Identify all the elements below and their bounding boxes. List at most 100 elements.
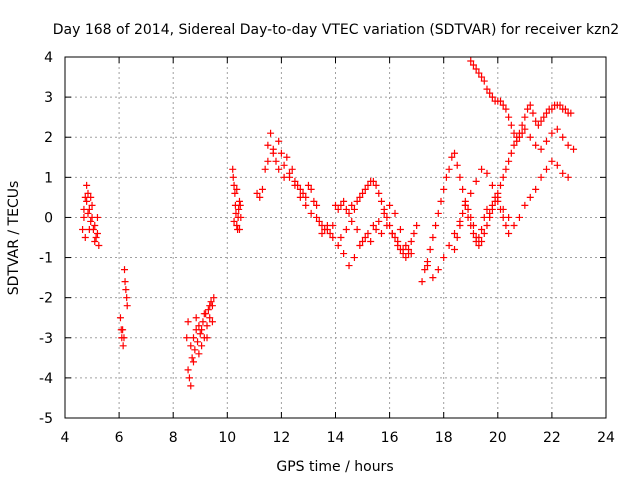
data-point (123, 302, 131, 310)
y-tick-label: 1 (44, 170, 53, 186)
data-point (80, 213, 88, 221)
data-point (521, 201, 529, 209)
data-point (258, 185, 266, 193)
data-point (356, 193, 364, 201)
data-point (121, 266, 129, 274)
data-point (275, 137, 283, 145)
data-point (510, 141, 518, 149)
data-point (359, 238, 367, 246)
data-point (93, 229, 101, 237)
data-point (334, 205, 342, 213)
data-point (235, 197, 243, 205)
data-point (189, 358, 197, 366)
data-point (383, 221, 391, 229)
data-point (342, 225, 350, 233)
data-point (483, 85, 491, 93)
data-point (497, 205, 505, 213)
data-point (478, 165, 486, 173)
data-point (369, 221, 377, 229)
data-point (515, 213, 523, 221)
data-point (122, 286, 130, 294)
data-point (507, 121, 515, 129)
data-point (233, 185, 241, 193)
data-point (326, 229, 334, 237)
data-point (548, 157, 556, 165)
data-point (80, 205, 88, 213)
data-point (307, 209, 315, 217)
data-point (499, 101, 507, 109)
data-point (407, 238, 415, 246)
data-point (480, 229, 488, 237)
x-tick-label: 10 (218, 430, 236, 446)
data-point (196, 330, 204, 338)
data-point (386, 201, 394, 209)
data-point (116, 314, 124, 322)
data-point (559, 169, 567, 177)
data-point (123, 294, 131, 302)
data-point (388, 229, 396, 237)
data-point (418, 278, 426, 286)
data-point (564, 141, 572, 149)
data-point (529, 109, 537, 117)
y-tick-label: 4 (44, 50, 53, 66)
data-point (337, 234, 345, 241)
data-point (337, 201, 345, 209)
data-point (488, 93, 496, 101)
x-tick-label: 24 (597, 430, 615, 446)
data-point (353, 197, 361, 205)
data-point (230, 181, 238, 189)
data-point (480, 77, 488, 85)
data-point (334, 242, 342, 250)
data-point (231, 189, 239, 197)
data-point (184, 318, 192, 326)
data-point (267, 129, 275, 137)
data-point (445, 242, 453, 250)
data-point (488, 201, 496, 209)
data-point (491, 193, 499, 201)
data-point (413, 221, 421, 229)
data-point (497, 97, 505, 105)
data-point (345, 209, 353, 217)
data-point (264, 141, 272, 149)
data-point (459, 185, 467, 193)
data-point (478, 73, 486, 81)
data-point (207, 298, 215, 306)
data-point (377, 197, 385, 205)
data-point (83, 181, 91, 189)
data-point (286, 173, 294, 181)
data-point (505, 113, 513, 121)
data-point (356, 242, 364, 250)
data-point (91, 221, 99, 229)
data-point (275, 165, 283, 173)
data-point (464, 213, 472, 221)
data-point (440, 254, 448, 262)
data-point (380, 209, 388, 217)
data-point (480, 213, 488, 221)
data-point (237, 213, 245, 221)
data-point (505, 157, 513, 165)
data-point (556, 101, 564, 109)
data-point (537, 173, 545, 181)
data-point (93, 213, 101, 221)
data-point (542, 137, 550, 145)
data-point (437, 197, 445, 205)
data-point (323, 225, 331, 233)
data-point (402, 254, 410, 262)
data-point (198, 326, 206, 334)
data-point (277, 149, 285, 157)
data-point (467, 57, 475, 65)
data-point (442, 173, 450, 181)
data-point (537, 145, 545, 153)
x-tick-label: 22 (543, 430, 561, 446)
data-point (269, 149, 277, 157)
data-point (526, 133, 534, 141)
data-point (372, 225, 380, 233)
data-point (440, 185, 448, 193)
data-point (502, 105, 510, 113)
data-point (564, 173, 572, 181)
data-point (230, 217, 238, 225)
data-point (467, 221, 475, 229)
data-point (375, 189, 383, 197)
data-point (548, 129, 556, 137)
data-point (206, 314, 214, 322)
